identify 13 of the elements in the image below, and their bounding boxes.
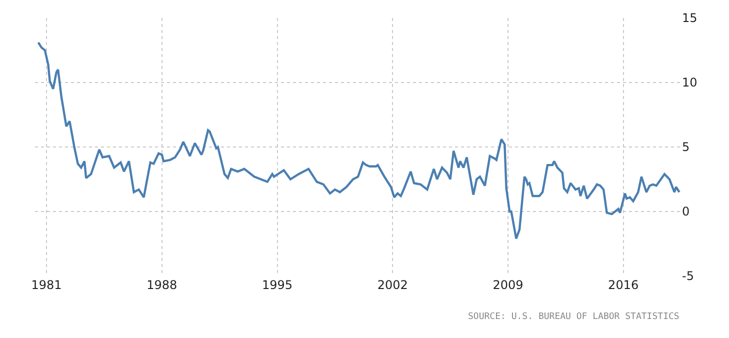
x-tick-label: 1981 [31, 278, 62, 292]
x-tick-label: 2009 [492, 278, 524, 292]
line-series [37, 41, 680, 240]
x-tick-label: 1995 [262, 278, 293, 292]
x-tick-label: 2002 [377, 278, 408, 292]
y-tick-label: -5 [682, 269, 694, 284]
x-tick-label: 1988 [146, 278, 178, 292]
y-tick-label: 10 [682, 76, 698, 90]
y-tick-label: 15 [682, 11, 698, 26]
source-note: SOURCE: U.S. BUREAU OF LABOR STATISTICS [468, 312, 680, 322]
y-tick-label: 5 [682, 140, 690, 154]
y-tick-label: 0 [682, 204, 690, 219]
x-tick-label: 2016 [608, 278, 639, 292]
